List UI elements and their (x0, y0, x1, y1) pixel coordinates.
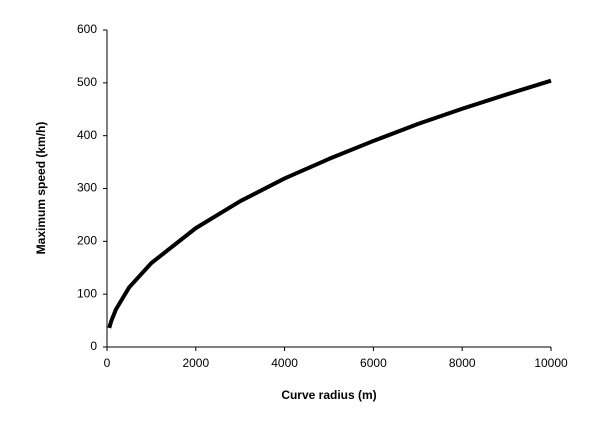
y-tick-label: 0 (90, 339, 97, 353)
x-tick-label: 0 (104, 356, 111, 370)
y-tick-label: 500 (77, 75, 97, 89)
y-tick-label: 100 (77, 286, 97, 300)
x-tick-label: 8000 (449, 356, 476, 370)
x-axis-title: Curve radius (m) (281, 388, 376, 402)
x-tick-label: 4000 (271, 356, 298, 370)
y-tick-label: 600 (77, 22, 97, 36)
x-tick-label: 10000 (534, 356, 568, 370)
y-tick-label: 200 (77, 234, 97, 248)
y-tick-label: 300 (77, 181, 97, 195)
y-axis-title: Maximum speed (km/h) (34, 122, 48, 255)
x-tick-label: 2000 (182, 356, 209, 370)
x-tick-label: 6000 (360, 356, 387, 370)
y-tick-label: 400 (77, 128, 97, 142)
line-series (107, 78, 552, 329)
